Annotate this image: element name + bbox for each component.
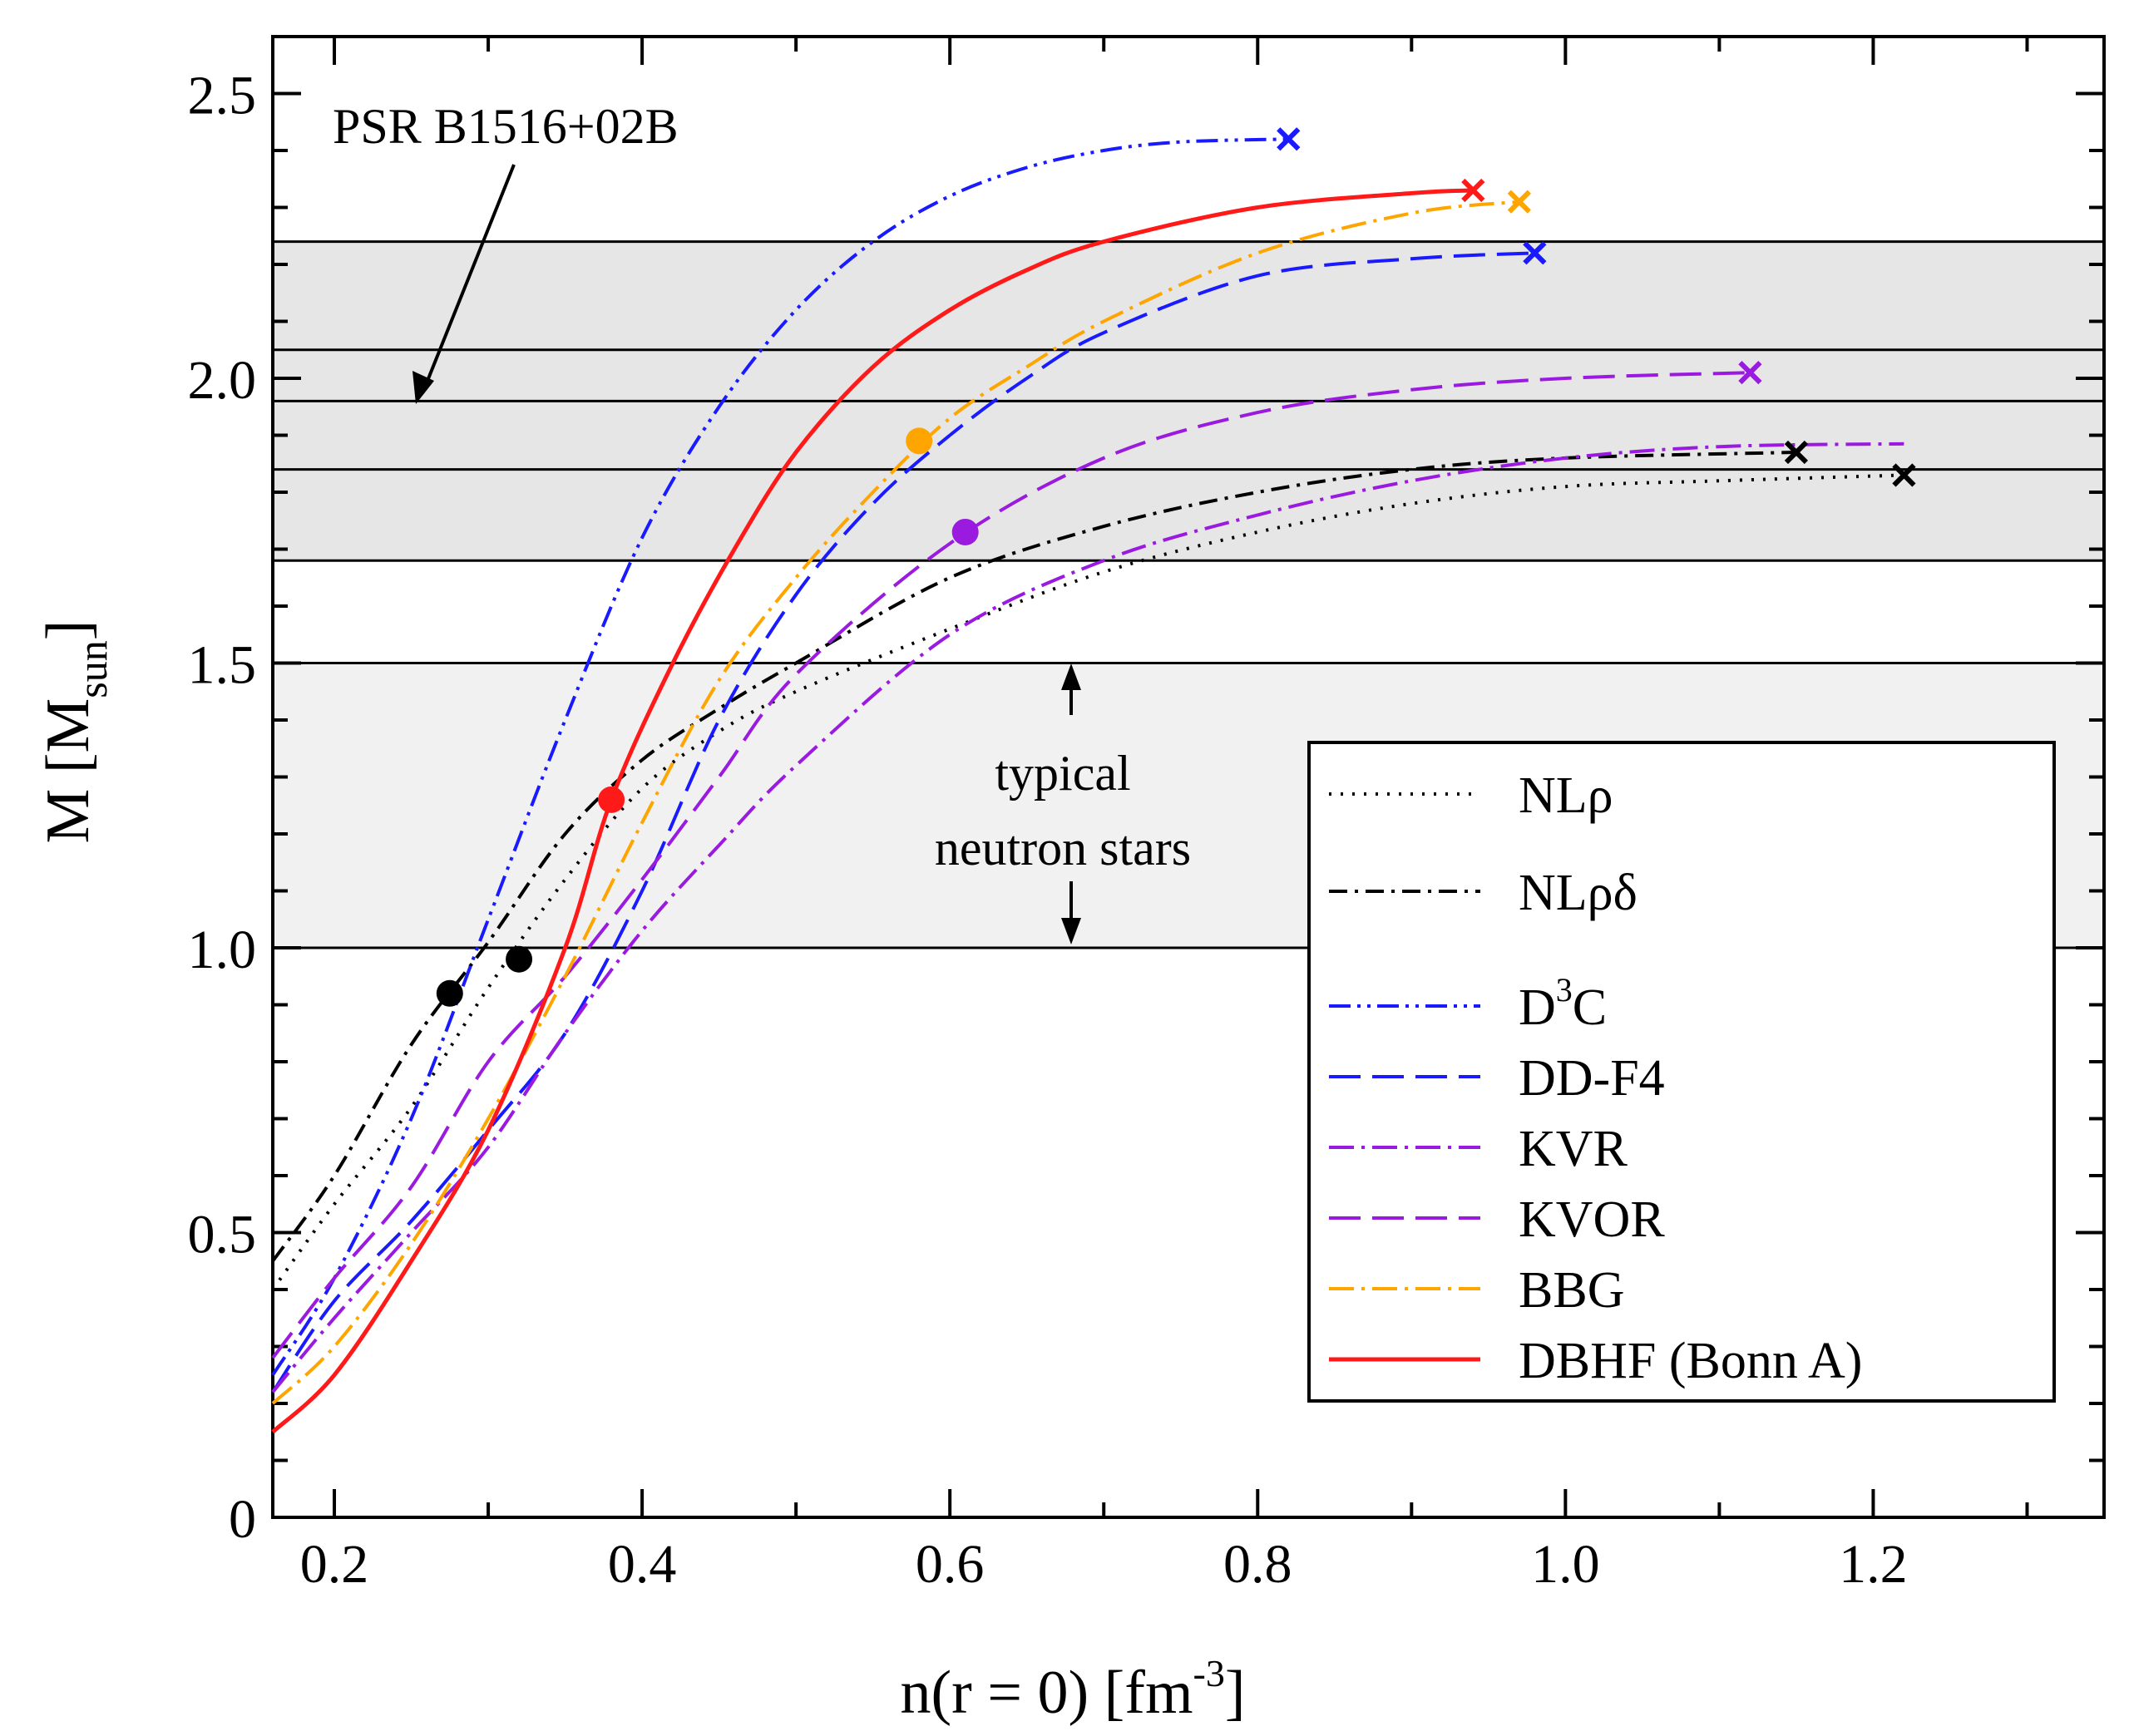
- x-tick-label: 0.4: [608, 1534, 677, 1595]
- y-tick-label: 1.0: [188, 920, 257, 980]
- axis-ticks: 0.2 0.4 0.6 0.8 1.0 1.2 0 0.5 1.0 1.5 2.0 2.5: [188, 35, 2104, 1595]
- legend-label-nl: NLρδ: [1519, 865, 1638, 921]
- dot-marker-nl: [506, 945, 533, 973]
- legend: NLρ NLρδ D3C DD-F4 KVR KVOR BBG DBHF (Bonn A): [1307, 741, 2056, 1403]
- series-line-nl: [271, 451, 1796, 1262]
- dot-marker-bbg: [906, 427, 933, 455]
- legend-label-kvr: KVR: [1519, 1121, 1628, 1177]
- typical-up-arrow: [1061, 663, 1081, 715]
- dot-marker-dbhf-bonn-a: [598, 786, 625, 813]
- legend-label-dd-f4: DD-F4: [1519, 1050, 1665, 1107]
- y-tick-label: 0: [229, 1489, 256, 1550]
- x-tick-label: 1.0: [1531, 1534, 1600, 1595]
- legend-label-d3c: D3C: [1519, 971, 1607, 1036]
- legend-label-kvor: KVOR: [1519, 1191, 1665, 1248]
- typical-down-arrow: [1061, 881, 1081, 944]
- series-line-d3c: [271, 137, 1289, 1376]
- psr-arrow: [422, 164, 516, 390]
- legend-label-nl: NLρ: [1519, 767, 1613, 824]
- typical-label-line1: typical: [995, 746, 1130, 801]
- typical-label-line2: neutron stars: [935, 821, 1191, 875]
- y-tick-label: 1.5: [188, 635, 257, 696]
- end-marker-nl: [1784, 440, 1809, 465]
- x-tick-label: 0.6: [916, 1534, 985, 1595]
- end-marker-nl: [1892, 463, 1916, 487]
- series-line-dd-f4: [271, 251, 1535, 1393]
- x-tick-label: 0.8: [1223, 1534, 1292, 1595]
- psr-arrow-head: [412, 371, 434, 404]
- y-tick-label: 2.0: [188, 350, 257, 411]
- legend-box: [1307, 741, 2056, 1403]
- x-axis-title: n(r = 0) [fm-3]: [901, 1652, 1246, 1727]
- y-tick-label: 2.5: [188, 66, 257, 126]
- end-marker-kvor: [1738, 361, 1762, 385]
- curve-markers: [436, 127, 1916, 1007]
- end-marker-bbg: [1507, 190, 1531, 214]
- curves: [271, 137, 1904, 1434]
- series-line-kvr: [271, 441, 1904, 1393]
- legend-label-dbhf-bonn-a: DBHF (Bonn A): [1519, 1333, 1862, 1389]
- end-marker-dd-f4: [1523, 241, 1547, 265]
- y-tick-label: 0.5: [188, 1205, 257, 1265]
- end-marker-d3c: [1277, 127, 1301, 151]
- x-tick-label: 0.2: [300, 1534, 369, 1595]
- y-axis-title: M [Msun]: [34, 620, 116, 844]
- x-tick-label: 1.2: [1839, 1534, 1908, 1595]
- end-marker-dbhf-bonn-a: [1461, 178, 1485, 203]
- dot-marker-kvor: [951, 518, 979, 545]
- series-line-bbg: [271, 200, 1520, 1405]
- legend-label-bbg: BBG: [1519, 1262, 1624, 1319]
- dot-marker-nl: [436, 979, 463, 1007]
- series-line-kvor: [271, 371, 1751, 1359]
- psr-label: PSR B1516+02B: [333, 99, 679, 154]
- series-line-dbhf-bonn-a: [271, 188, 1474, 1434]
